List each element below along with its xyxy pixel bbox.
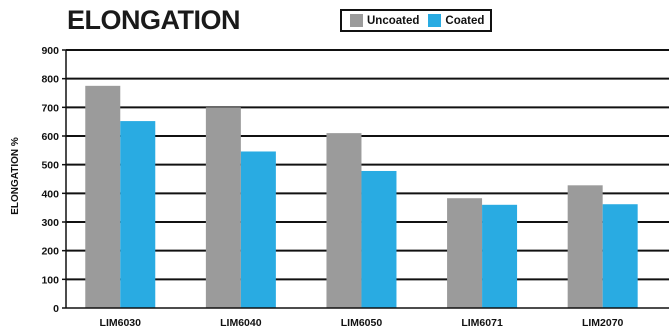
bar-coated-lim6030 xyxy=(120,121,156,309)
axes: 0 100 200 300 400 500 600 700 800 900 LIM6030 LIM60… xyxy=(41,45,669,329)
bar-uncoated-lim6040 xyxy=(205,107,241,308)
bar-uncoated-lim6030 xyxy=(85,85,121,308)
legend-item-uncoated: Uncoated xyxy=(350,14,419,27)
bar-coated-lim6040 xyxy=(240,151,276,308)
bar-uncoated-lim6071 xyxy=(447,198,483,308)
y-axis-label: ELONGATION % xyxy=(10,137,21,215)
x-tick-label: LIM6040 xyxy=(220,317,262,329)
bar-coated-lim2070 xyxy=(602,204,638,308)
bar-coated-lim6071 xyxy=(482,204,518,308)
bar-coated-lim6050 xyxy=(361,170,397,308)
x-tick-label: LIM2070 xyxy=(582,317,624,329)
chart-title: ELONGATION xyxy=(67,5,241,35)
y-tick-label: 700 xyxy=(41,102,59,114)
y-tick-label: 100 xyxy=(41,274,59,286)
bar-uncoated-lim6050 xyxy=(326,133,362,308)
legend-swatch-coated xyxy=(428,14,442,27)
bars xyxy=(85,85,638,309)
y-tick-label: 800 xyxy=(41,74,59,86)
bar-uncoated-lim2070 xyxy=(567,185,603,308)
y-tick-label: 900 xyxy=(41,45,59,57)
y-tick-label: 400 xyxy=(41,188,59,200)
legend-swatch-uncoated xyxy=(350,14,363,27)
y-tick-label: 300 xyxy=(41,217,59,229)
y-tick-label: 200 xyxy=(41,246,59,258)
legend-label-coated: Coated xyxy=(445,14,485,27)
y-tick-label: 500 xyxy=(41,160,59,172)
legend-label-uncoated: Uncoated xyxy=(367,14,420,27)
legend-item-coated: Coated xyxy=(428,14,484,27)
x-tick-label: LIM6030 xyxy=(100,317,142,329)
x-tick-label: LIM6071 xyxy=(461,317,503,329)
y-tick-label: 600 xyxy=(41,131,59,143)
y-tick-label: 0 xyxy=(53,303,59,315)
x-tick-label: LIM6050 xyxy=(341,317,383,329)
legend: Uncoated Coated xyxy=(340,9,492,32)
